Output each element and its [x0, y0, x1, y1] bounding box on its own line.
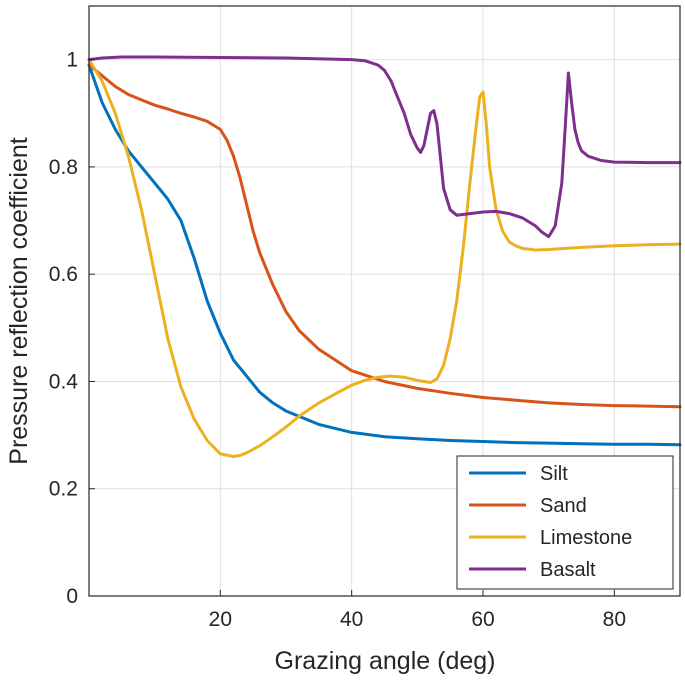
- legend: Silt Sand Limestone Basalt: [456, 455, 674, 590]
- series-line-basalt: [87, 55, 682, 239]
- y-tick-labels: 0 0.2 0.4 0.6 0.8 1: [49, 49, 79, 608]
- y-tick-label: 0.6: [49, 263, 78, 286]
- series-lines: [87, 55, 682, 458]
- y-tick-label: 0.4: [49, 370, 79, 393]
- legend-box: [456, 455, 674, 590]
- series-line-sand: [87, 63, 682, 409]
- x-axis-label: Grazing angle (deg): [275, 647, 496, 675]
- legend-label-basalt: Basalt: [540, 559, 596, 581]
- legend-label-silt: Silt: [540, 463, 568, 485]
- x-tick-label: 20: [209, 608, 232, 631]
- y-axis-label: Pressure reflection coefficient: [5, 137, 33, 465]
- series-line-silt: [87, 63, 682, 447]
- y-tick-label: 1: [66, 49, 78, 72]
- legend-label-limestone: Limestone: [540, 527, 632, 549]
- tick-marks: [89, 59, 615, 597]
- series-line-limestone: [87, 58, 682, 458]
- x-tick-label: 40: [340, 608, 363, 631]
- x-tick-label: 80: [603, 608, 626, 631]
- x-tick-label: 60: [471, 608, 494, 631]
- legend-items: Silt Sand Limestone Basalt: [469, 463, 632, 581]
- legend-label-sand: Sand: [540, 495, 587, 517]
- axes-frame: [88, 5, 681, 597]
- y-tick-label: 0.8: [49, 156, 78, 179]
- y-tick-label: 0: [66, 585, 78, 608]
- y-tick-label: 0.2: [49, 478, 78, 501]
- x-tick-labels: 20 40 60 80: [209, 608, 626, 631]
